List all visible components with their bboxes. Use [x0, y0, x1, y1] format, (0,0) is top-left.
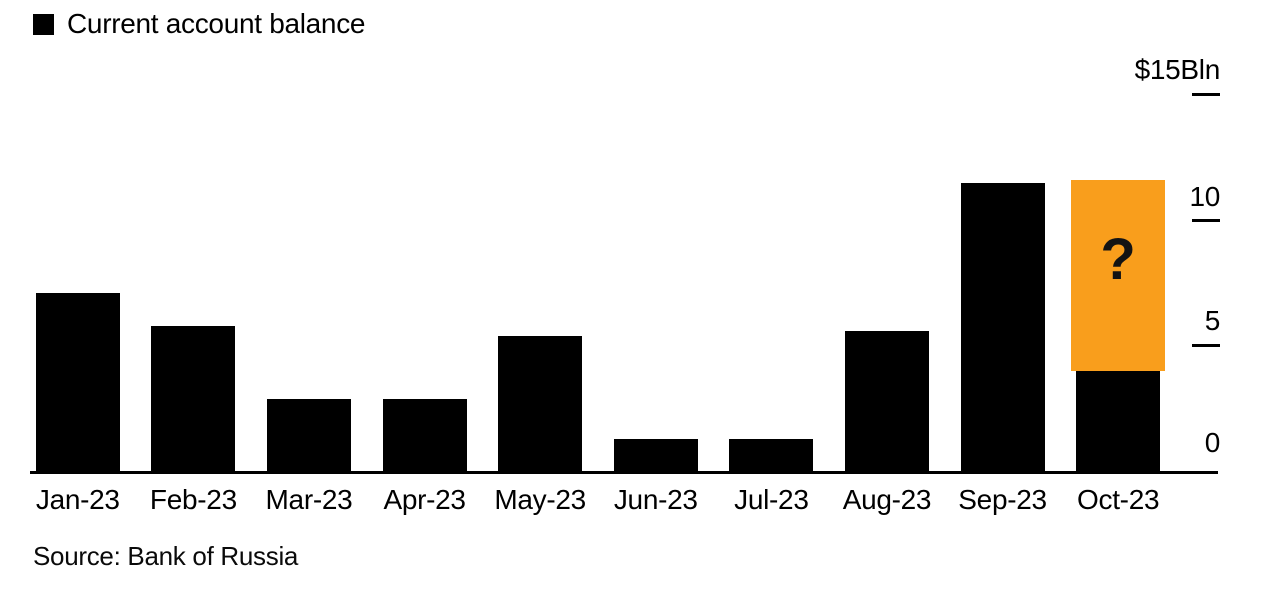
- bar-feb-23: [151, 326, 236, 472]
- y-axis-label-10: 10: [1189, 181, 1220, 212]
- bar-mar-23: [266, 399, 351, 472]
- bar-column-aug-23: [829, 0, 945, 472]
- legend-label: Current account balance: [67, 8, 366, 39]
- y-axis-tick-10: [1192, 219, 1220, 222]
- bar-column-jul-23: [714, 0, 830, 472]
- x-axis-labels: Jan-23 Feb-23 Mar-23 Apr-23 May-23 Jun-23 Jul-…: [20, 484, 1176, 516]
- bar-column-sep-23: [945, 0, 1061, 472]
- source-note: Source: Bank of Russia: [33, 541, 299, 571]
- bar-jan-23: [35, 293, 120, 472]
- x-axis-label-aug-23: Aug-23: [842, 484, 932, 515]
- x-axis-label-jan-23: Jan-23: [35, 484, 120, 515]
- y-axis-unit-label: $15Bln: [1134, 54, 1221, 85]
- x-axis-label-may-23: May-23: [494, 484, 586, 515]
- y-axis-tick-15: [1192, 93, 1220, 96]
- legend: Current account balance: [33, 9, 365, 39]
- bar-column-feb-23: [136, 0, 252, 472]
- plot-area: ?: [20, 0, 1176, 472]
- y-axis-label-0: 0: [1204, 427, 1221, 458]
- x-axis-baseline: [30, 471, 1218, 474]
- bar-sep-23: [960, 182, 1045, 472]
- x-axis-label-mar-23: Mar-23: [265, 484, 353, 515]
- bar-column-jun-23: [598, 0, 714, 472]
- bar-aug-23: [844, 331, 929, 472]
- legend-swatch: [33, 13, 54, 35]
- bar-apr-23: [382, 399, 467, 472]
- x-axis-label-feb-23: Feb-23: [149, 484, 237, 515]
- bar-may-23: [498, 336, 583, 472]
- unknown-value-overlay-bar: ?: [1071, 180, 1166, 372]
- question-mark-annotation: ?: [1100, 227, 1136, 293]
- bar-column-jan-23: [20, 0, 136, 472]
- x-axis-label-jul-23: Jul-23: [734, 484, 809, 515]
- x-axis-label-jun-23: Jun-23: [613, 484, 698, 515]
- bar-column-mar-23: [251, 0, 367, 472]
- x-axis-label-sep-23: Sep-23: [958, 484, 1047, 515]
- bar-column-apr-23: [367, 0, 483, 472]
- bar-column-may-23: [482, 0, 598, 472]
- bar-jun-23: [613, 439, 698, 472]
- x-axis-label-apr-23: Apr-23: [383, 484, 466, 515]
- y-axis-label-5: 5: [1204, 305, 1221, 336]
- bar-oct-23: [1076, 371, 1161, 472]
- y-axis-tick-5: [1192, 344, 1220, 347]
- x-axis-label-oct-23: Oct-23: [1077, 484, 1160, 515]
- bar-jul-23: [729, 439, 814, 472]
- bar-column-oct-23: ?: [1060, 0, 1176, 472]
